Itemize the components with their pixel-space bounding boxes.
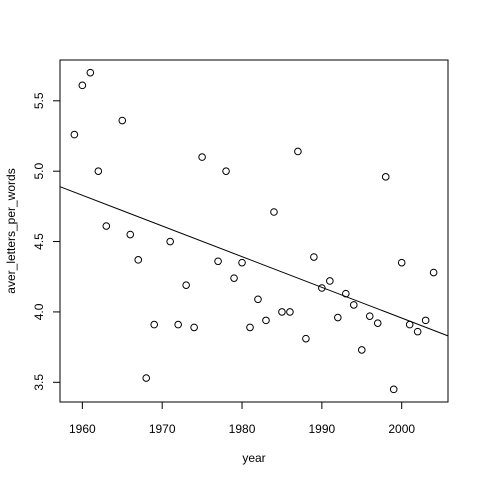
point xyxy=(142,374,151,382)
point xyxy=(126,230,135,239)
point xyxy=(166,237,174,246)
point xyxy=(365,312,374,320)
regression-line xyxy=(59,186,449,337)
point xyxy=(389,385,398,394)
point xyxy=(421,316,430,325)
point xyxy=(429,268,438,277)
y-tick-label: 5.0 xyxy=(32,163,46,180)
point xyxy=(302,334,310,343)
point xyxy=(334,313,342,322)
point xyxy=(349,301,358,309)
point xyxy=(238,258,246,267)
point xyxy=(214,257,222,266)
x-tick-label: 1960 xyxy=(69,422,96,436)
y-tick-label: 3.5 xyxy=(32,374,46,391)
point xyxy=(318,284,326,292)
x-tick-label: 1990 xyxy=(309,422,336,436)
point xyxy=(222,167,230,175)
x-axis-label: year xyxy=(242,451,265,465)
point xyxy=(182,281,190,289)
point xyxy=(294,147,302,156)
point xyxy=(94,167,103,175)
point xyxy=(78,81,87,90)
point xyxy=(397,258,406,267)
point xyxy=(310,253,318,261)
x-tick-label: 1980 xyxy=(229,422,256,436)
point xyxy=(174,320,182,329)
point xyxy=(373,319,382,327)
point xyxy=(118,116,127,125)
y-tick-label: 4.0 xyxy=(32,303,46,320)
y-axis-label: aver_letters_per_words xyxy=(4,168,18,293)
point xyxy=(70,130,79,139)
x-tick-label: 2000 xyxy=(388,422,415,436)
y-tick-label: 4.5 xyxy=(32,233,46,250)
point xyxy=(326,277,334,285)
point xyxy=(102,222,111,230)
x-tick-label: 1970 xyxy=(149,422,176,436)
plot-box xyxy=(59,59,449,403)
point xyxy=(413,327,422,336)
point xyxy=(262,316,270,325)
point xyxy=(134,256,143,264)
point xyxy=(198,153,206,161)
point xyxy=(286,308,294,316)
y-tick-label: 5.5 xyxy=(32,92,46,109)
point xyxy=(278,308,286,316)
point xyxy=(381,173,390,181)
point xyxy=(270,208,278,216)
point xyxy=(230,274,238,282)
point xyxy=(150,320,159,329)
point xyxy=(86,68,95,77)
point xyxy=(246,323,254,332)
point xyxy=(357,346,366,354)
point xyxy=(190,323,198,332)
point xyxy=(254,295,262,304)
